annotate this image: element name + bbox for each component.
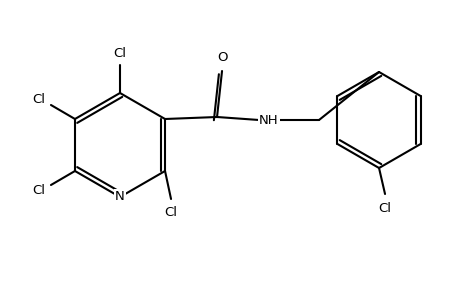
Text: Cl: Cl [33,92,45,106]
Text: Cl: Cl [164,206,177,218]
Text: NH: NH [259,113,278,127]
Text: Cl: Cl [378,202,391,214]
Text: O: O [216,50,227,64]
Text: Cl: Cl [113,46,126,59]
Text: Cl: Cl [33,184,45,197]
Text: N: N [115,190,124,203]
